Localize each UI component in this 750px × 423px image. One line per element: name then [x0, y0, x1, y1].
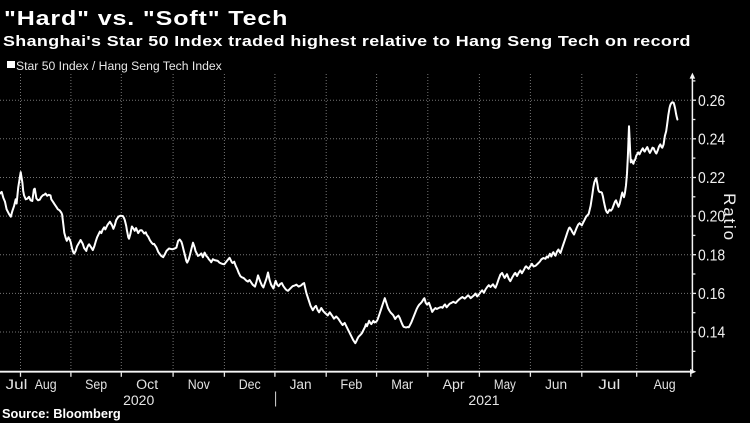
svg-text:Jul: Jul — [6, 377, 28, 392]
svg-text:Oct: Oct — [136, 377, 158, 392]
svg-text:0.14: 0.14 — [698, 325, 725, 342]
svg-text:0.16: 0.16 — [698, 286, 725, 303]
svg-text:Jan: Jan — [290, 377, 312, 392]
svg-text:Feb: Feb — [340, 377, 362, 392]
svg-text:Ratio: Ratio — [720, 193, 739, 242]
svg-text:Jun: Jun — [545, 377, 567, 392]
svg-text:May: May — [494, 377, 516, 392]
svg-text:Aug: Aug — [654, 377, 676, 392]
svg-text:Aug: Aug — [35, 377, 57, 392]
svg-text:0.24: 0.24 — [698, 131, 725, 148]
svg-text:Mar: Mar — [391, 377, 414, 392]
svg-text:0.20: 0.20 — [698, 209, 725, 226]
svg-text:Dec: Dec — [239, 377, 261, 392]
svg-text:Nov: Nov — [188, 377, 210, 392]
svg-text:2020: 2020 — [123, 392, 154, 408]
svg-text:0.26: 0.26 — [698, 93, 725, 110]
svg-text:0.22: 0.22 — [698, 170, 725, 187]
svg-text:Jul: Jul — [598, 377, 620, 392]
svg-text:Sep: Sep — [85, 377, 107, 392]
svg-text:0.18: 0.18 — [698, 247, 725, 264]
svg-text:Apr: Apr — [443, 377, 466, 392]
svg-text:2021: 2021 — [468, 392, 499, 408]
